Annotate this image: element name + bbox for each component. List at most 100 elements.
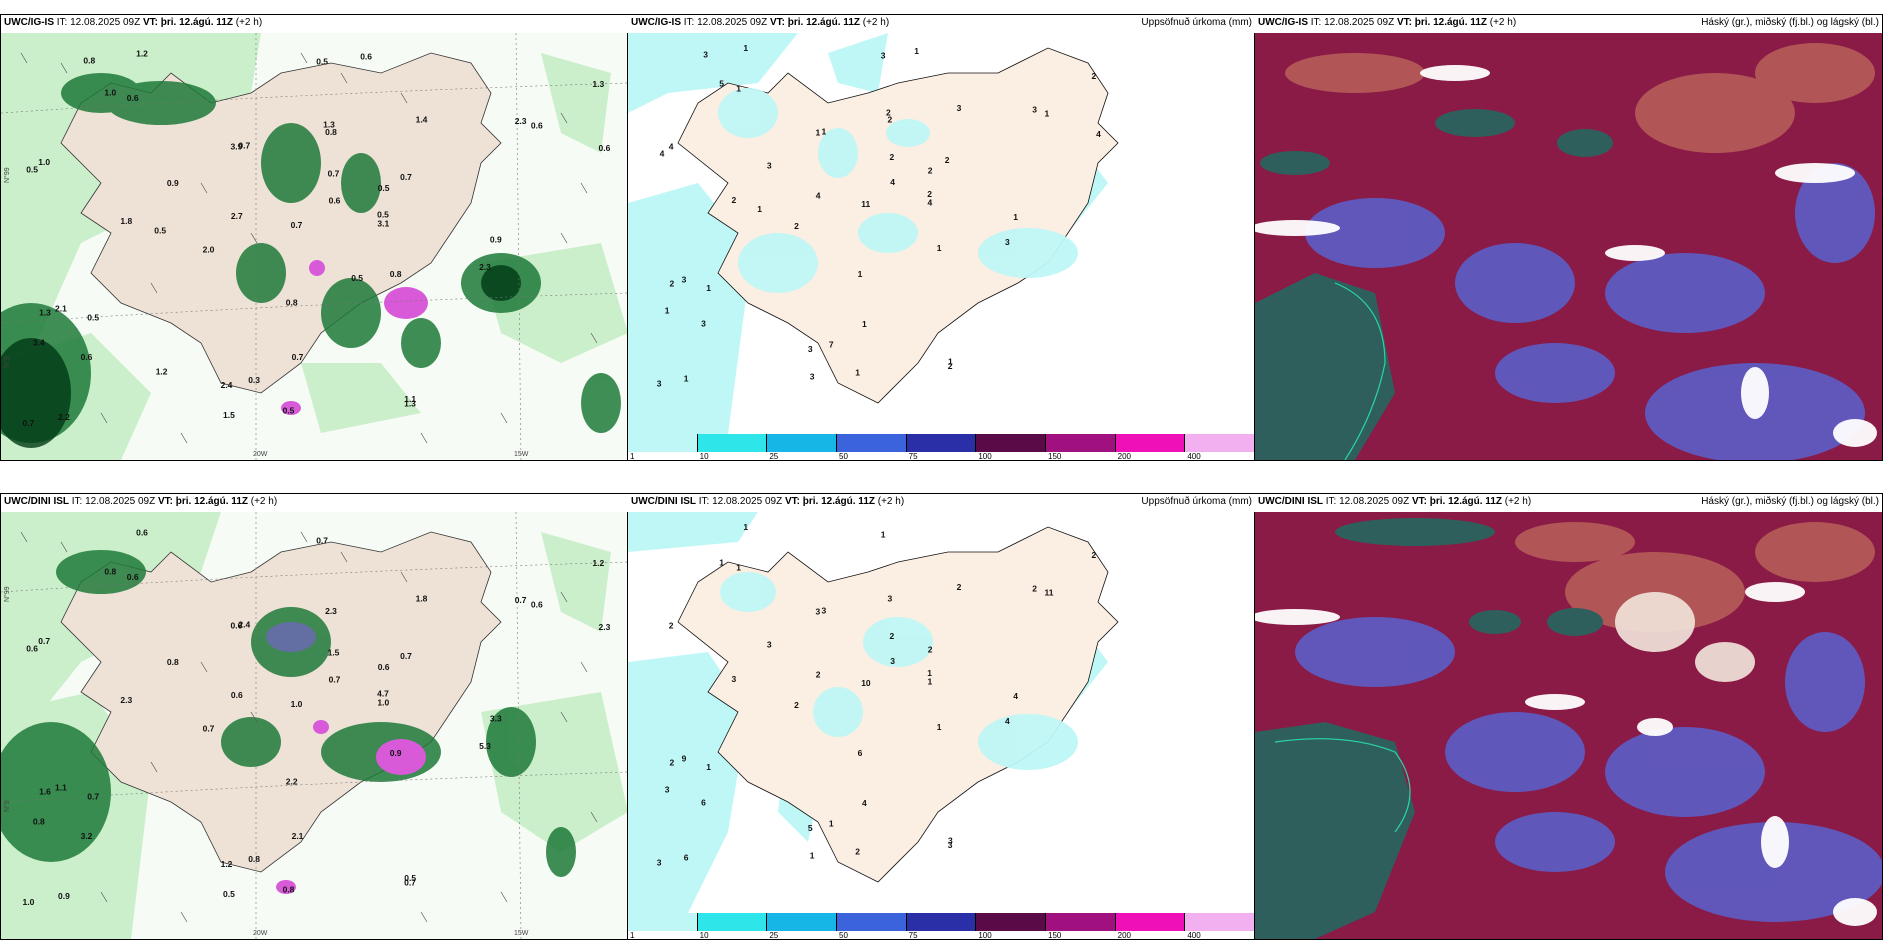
value-label: 1.4 [416, 114, 428, 124]
value-label: 2 [855, 846, 860, 856]
value-label: 0.3 [248, 375, 260, 385]
colorbar-cell [628, 434, 698, 452]
value-label: 0.5 [87, 312, 99, 322]
accum-value-labels: 2111134112342313324315213214312211112137… [657, 43, 1101, 388]
colorbar-tick: 150 [1048, 452, 1062, 461]
colorbar-tick: 200 [1117, 452, 1132, 461]
value-label: 1 [736, 83, 741, 93]
value-label: 7 [829, 340, 834, 350]
value-label: 1.8 [416, 593, 428, 603]
value-label: 4 [669, 142, 674, 152]
value-label: 1 [684, 373, 689, 383]
value-label: 3 [822, 606, 827, 616]
value-label: 0.5 [351, 273, 363, 283]
value-label: 4 [862, 798, 867, 808]
value-label: 0.8 [390, 269, 402, 279]
colorbar-cell [697, 913, 768, 931]
colorbar-cell [767, 434, 837, 452]
value-label: 2.2 [286, 776, 298, 786]
value-label: 2 [886, 108, 891, 118]
value-label: 1.0 [104, 88, 116, 98]
value-label: 2 [957, 582, 962, 592]
colorbar-tick: 400 [1187, 931, 1201, 940]
value-label: 0.5 [26, 165, 38, 175]
value-label: 2.3 [325, 606, 337, 616]
value-label: 4 [1005, 716, 1010, 726]
colorbar-cell [1185, 434, 1255, 452]
value-label: 0.8 [83, 55, 95, 65]
colorbar-cell [1046, 913, 1116, 931]
lat-label-2: N°9 [3, 800, 11, 812]
value-label: 2 [928, 165, 933, 175]
value-label: 1 [1045, 109, 1050, 119]
value-label: 3 [1005, 237, 1010, 247]
value-label: 0.8 [248, 854, 260, 864]
value-label: 1.1 [55, 782, 67, 792]
value-label: 3 [665, 784, 670, 794]
value-label: 1.3 [404, 399, 416, 409]
value-label: 0.6 [231, 690, 243, 700]
colorbar-tick: 75 [908, 452, 918, 461]
value-label: 0.5 [154, 226, 166, 236]
value-label: 0.7 [238, 140, 250, 150]
value-label: 0.6 [26, 644, 38, 654]
value-label: 1.5 [328, 648, 340, 658]
value-label: 0.8 [286, 297, 298, 307]
iceland-land [60, 531, 502, 873]
value-label: 3 [1032, 105, 1037, 115]
value-label: 0.7 [23, 418, 35, 428]
lat-label: N°99 [3, 167, 11, 183]
colorbar-cell [837, 434, 907, 452]
colorbar-cell [1185, 913, 1255, 931]
value-label: 3.9 [231, 141, 243, 151]
panel-header: UWC/DINI ISL IT: 12.08.2025 09Z VT: þri.… [1255, 494, 1882, 512]
value-label: 0.7 [203, 723, 215, 733]
value-label: 1 [743, 522, 748, 532]
value-label: 3 [767, 161, 772, 171]
value-label: 0.7 [400, 172, 412, 182]
value-label: 2.1 [55, 303, 67, 313]
panel-header: UWC/IG-IS IT: 12.08.2025 09Z VT: þri. 12… [628, 15, 1255, 33]
iceland-land [60, 52, 502, 394]
value-label: 3 [888, 593, 893, 603]
colorbar-tick: 400 [1187, 452, 1201, 461]
value-label: 2.3 [599, 622, 611, 632]
colorbar-cell [906, 434, 977, 452]
value-label: 1 [829, 819, 834, 829]
wind-precip-map: N°99 N°9 20W 15W 1.52.40.60.70.90.80.70.… [1, 512, 628, 939]
value-label: 0.8 [325, 127, 337, 137]
value-label: 0.6 [127, 93, 139, 103]
value-label: 3.1 [377, 218, 389, 228]
panel-header: UWC/DINI ISL IT: 12.08.2025 09Z VT: þri.… [1, 494, 628, 512]
value-label: 0.5 [223, 889, 235, 899]
value-label: 4 [890, 177, 895, 187]
value-label: 1 [862, 319, 867, 329]
value-label: 1 [706, 283, 711, 293]
value-label: 2 [890, 152, 895, 162]
lat-label: N°99 [3, 586, 11, 602]
value-label: 1.3 [323, 120, 335, 130]
colorbar-cell [1115, 434, 1186, 452]
value-label: 0.5 [283, 406, 295, 416]
value-label: 0.6 [531, 121, 543, 131]
value-label: 4 [928, 197, 933, 207]
colorbar-tick: 100 [978, 931, 992, 940]
precip-colorbar: 1 10 25 50 75 100 150 200 400 [628, 913, 1255, 939]
value-label: 1.5 [223, 410, 235, 420]
value-label: 0.6 [599, 143, 611, 153]
colorbar-cell [976, 434, 1046, 452]
value-label: 0.6 [360, 52, 372, 62]
value-label: 1 [757, 204, 762, 214]
value-label: 2 [927, 189, 932, 199]
value-label: 0.6 [231, 620, 243, 630]
precip-colorbar: 1 10 25 50 75 100 150 200 400 [628, 434, 1255, 460]
value-label: 0.7 [87, 791, 99, 801]
value-label: 3 [657, 858, 662, 868]
value-label: 3 [957, 103, 962, 113]
value-label: 3 [890, 656, 895, 666]
value-label: 2 [1092, 71, 1097, 81]
colorbar-cell [767, 913, 837, 931]
value-label: 2 [1032, 584, 1037, 594]
panel-dini-clouds: UWC/DINI ISL IT: 12.08.2025 09Z VT: þri.… [1254, 493, 1883, 940]
panel-igis-clouds: UWC/IG-IS IT: 12.08.2025 09Z VT: þri. 12… [1254, 14, 1883, 461]
